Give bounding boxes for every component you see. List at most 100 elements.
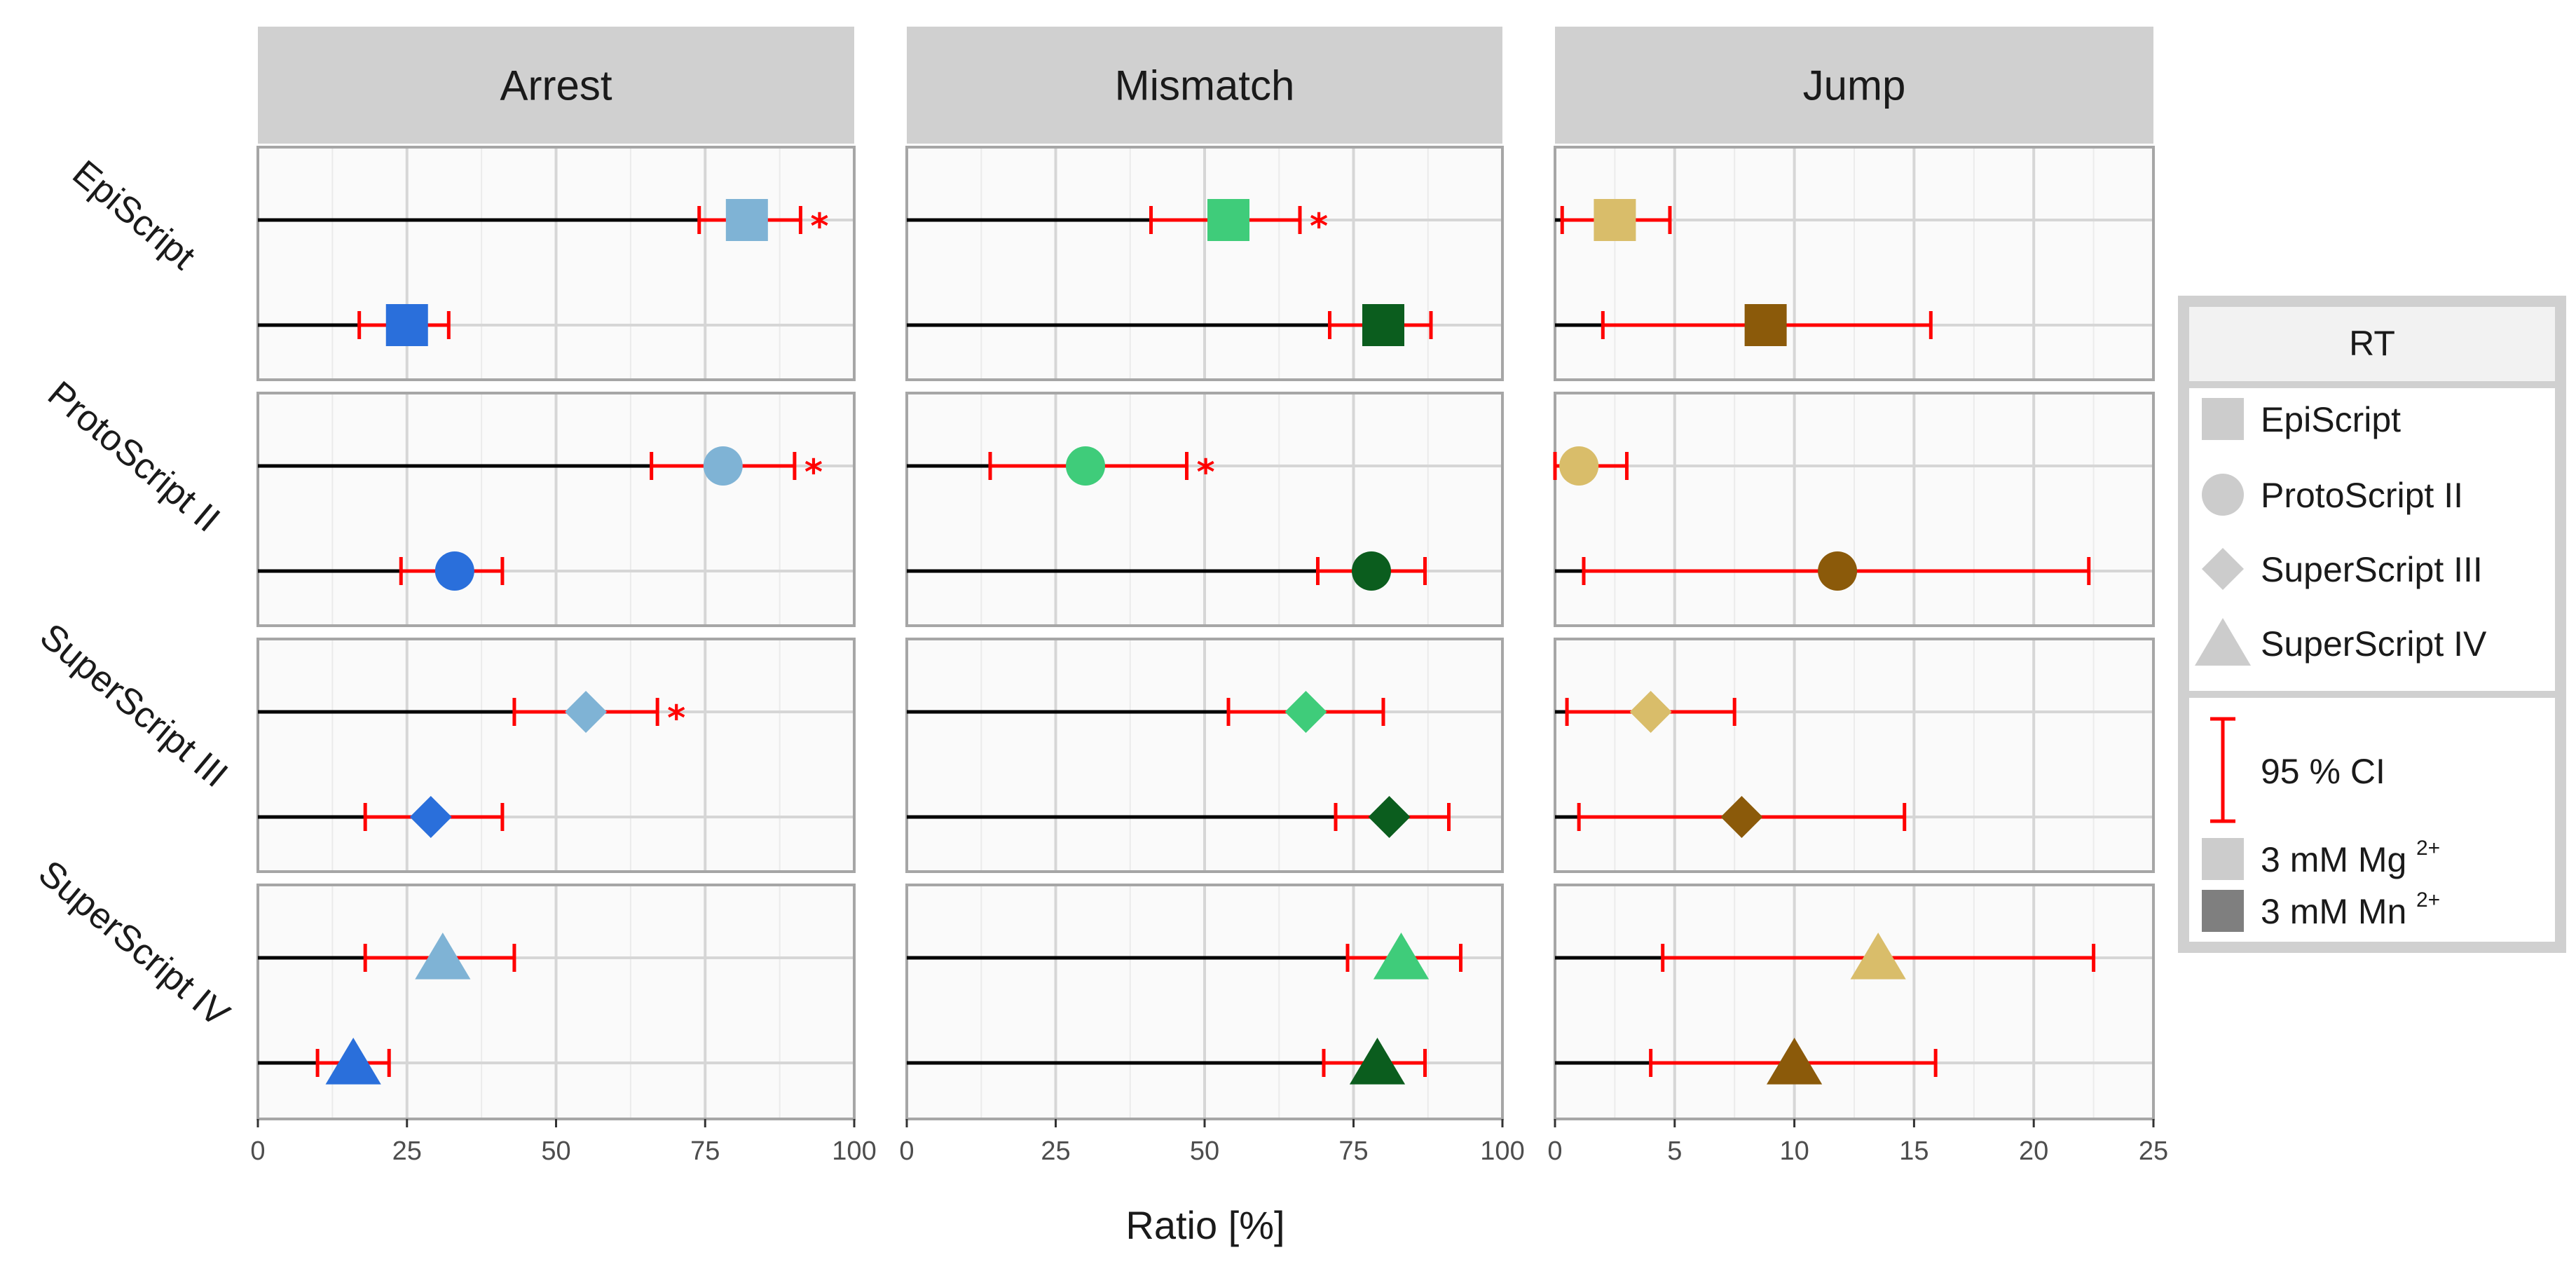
facet-border bbox=[256, 392, 856, 627]
data-point-arrest-episcript-mg: * bbox=[258, 199, 829, 247]
marker-circle bbox=[703, 446, 743, 486]
x-tick-label: 50 bbox=[1190, 1136, 1219, 1166]
marker-triangle bbox=[1850, 933, 1906, 980]
legend-mg-label: 3 mM Mg bbox=[2261, 840, 2406, 879]
x-tick-label: 15 bbox=[1899, 1136, 1928, 1166]
data-point-jump-superscript-iv-mg bbox=[1555, 933, 2096, 980]
marker-square bbox=[1207, 199, 1249, 241]
significance-star: * bbox=[1310, 206, 1328, 247]
marker-square bbox=[725, 199, 768, 241]
data-point-arrest-superscript-iv-mn bbox=[258, 1038, 391, 1085]
facet-border bbox=[905, 638, 1504, 873]
facet-arrest-episcript bbox=[256, 146, 856, 381]
x-tick-label: 0 bbox=[899, 1136, 914, 1166]
row-label-superscript-iv: SuperScript IV bbox=[31, 853, 237, 1035]
marker-square bbox=[1362, 304, 1404, 346]
facet-arrest-protoscript-ii bbox=[256, 392, 856, 627]
data-point-jump-episcript-mn bbox=[1555, 304, 1933, 346]
legend-item-label: EpiScript bbox=[2261, 400, 2401, 439]
strip-label-jump: Jump bbox=[1803, 62, 1906, 109]
data-point-arrest-episcript-mn bbox=[258, 304, 451, 346]
panel-mismatch: Mismatch 0 25 50 75 100 bbox=[899, 27, 1525, 1166]
facet-border bbox=[1554, 884, 2155, 1120]
marker-circle bbox=[1352, 551, 1391, 591]
data-point-mismatch-episcript-mg: * bbox=[907, 199, 1328, 247]
facet-arrest-superscript-iii bbox=[256, 638, 856, 873]
legend-item-superscript-iii: SuperScript III bbox=[2202, 548, 2483, 590]
marker-triangle bbox=[1373, 933, 1430, 980]
marker-square bbox=[1744, 304, 1787, 346]
row-label-superscript-iii: SuperScript III bbox=[32, 616, 235, 795]
data-point-mismatch-episcript-mn bbox=[907, 304, 1433, 346]
marker-triangle bbox=[415, 933, 471, 980]
data-point-arrest-protoscript-ii-mn bbox=[258, 551, 505, 591]
legend-mn-swatch bbox=[2202, 890, 2244, 932]
data-point-mismatch-superscript-iv-mn bbox=[907, 1038, 1427, 1085]
x-tick-label: 25 bbox=[392, 1136, 422, 1166]
marker-diamond bbox=[1629, 691, 1672, 733]
data-point-jump-superscript-iv-mn bbox=[1555, 1038, 1938, 1085]
marker-diamond bbox=[1368, 796, 1411, 838]
legend-mg-item: 3 mM Mg 2+ bbox=[2202, 837, 2440, 880]
data-point-arrest-protoscript-ii-mg: * bbox=[258, 446, 823, 493]
x-tick-label: 0 bbox=[1547, 1136, 1562, 1166]
legend: RT EpiScript ProtoScript II SuperScript III… bbox=[2178, 296, 2566, 953]
panel-arrest: Arrest 0 25 50 75 100 bbox=[250, 27, 877, 1166]
legend-item-superscript-iv: SuperScript IV bbox=[2195, 618, 2487, 666]
data-point-arrest-superscript-iv-mg bbox=[258, 933, 516, 980]
legend-mn-sup: 2+ bbox=[2416, 888, 2440, 912]
legend-circle-icon bbox=[2202, 474, 2244, 516]
facet-mismatch-superscript-iv bbox=[905, 884, 1504, 1120]
data-point-mismatch-protoscript-ii-mg: * bbox=[907, 446, 1215, 493]
facet-border bbox=[256, 638, 856, 873]
legend-ci-box bbox=[2189, 698, 2555, 942]
strip-label-mismatch: Mismatch bbox=[1115, 62, 1295, 109]
x-tick-label: 100 bbox=[832, 1136, 876, 1166]
x-axis-arrest: 0 25 50 75 100 bbox=[250, 1119, 877, 1166]
strip-mismatch bbox=[907, 27, 1502, 144]
data-point-jump-superscript-iii-mn bbox=[1555, 796, 1907, 838]
x-tick-label: 20 bbox=[2019, 1136, 2048, 1166]
marker-triangle bbox=[325, 1038, 381, 1085]
data-point-jump-protoscript-ii-mg bbox=[1553, 446, 1629, 486]
data-point-arrest-superscript-iii-mn bbox=[258, 796, 505, 838]
marker-triangle bbox=[1349, 1038, 1406, 1085]
legend-item-label: ProtoScript II bbox=[2261, 476, 2463, 515]
facet-jump-episcript bbox=[1554, 146, 2155, 381]
legend-mg-swatch bbox=[2202, 838, 2244, 880]
x-axis-jump: 0 5 10 15 20 25 bbox=[1547, 1119, 2168, 1166]
facet-jump-superscript-iii bbox=[1554, 638, 2155, 873]
x-tick-label: 50 bbox=[541, 1136, 570, 1166]
x-axis-mismatch: 0 25 50 75 100 bbox=[899, 1119, 1525, 1166]
facet-mismatch-superscript-iii bbox=[905, 638, 1504, 873]
legend-triangle-icon bbox=[2195, 618, 2251, 666]
facet-mismatch-episcript bbox=[905, 146, 1504, 381]
row-label-episcript: EpiScript bbox=[65, 153, 203, 278]
legend-ci-item: 95 % CI bbox=[2210, 717, 2385, 823]
facet-border bbox=[905, 392, 1504, 627]
significance-star: * bbox=[667, 698, 685, 739]
marker-diamond bbox=[1284, 691, 1327, 733]
facet-mismatch-protoscript-ii bbox=[905, 392, 1504, 627]
row-labels-layer: EpiScript ProtoScript II SuperScript III Su… bbox=[31, 153, 237, 1035]
x-tick-label: 100 bbox=[1480, 1136, 1524, 1166]
strip-jump bbox=[1555, 27, 2153, 144]
data-point-jump-superscript-iii-mg bbox=[1555, 691, 1736, 733]
facet-border bbox=[1554, 638, 2155, 873]
significance-star: * bbox=[804, 452, 823, 493]
legend-diamond-icon bbox=[2202, 548, 2244, 590]
marker-diamond bbox=[409, 796, 452, 838]
marker-diamond bbox=[565, 691, 608, 733]
x-tick-label: 25 bbox=[2139, 1136, 2168, 1166]
facet-jump-superscript-iv bbox=[1554, 884, 2155, 1120]
data-point-mismatch-superscript-iv-mg bbox=[907, 933, 1462, 980]
facet-border bbox=[256, 146, 856, 381]
strip-arrest bbox=[258, 27, 854, 144]
data-point-mismatch-superscript-iii-mg bbox=[907, 691, 1385, 733]
x-tick-label: 75 bbox=[1338, 1136, 1368, 1166]
legend-item-episcript: EpiScript bbox=[2202, 398, 2401, 440]
legend-mg-sup: 2+ bbox=[2416, 837, 2440, 860]
significance-star: * bbox=[810, 206, 828, 247]
panels-layer: Arrest 0 25 50 75 100 Mismatch 0 25 50 75 100 Jump 0 5… bbox=[250, 27, 2168, 1166]
panel-jump: Jump 0 5 10 15 20 25 bbox=[1547, 27, 2168, 1166]
